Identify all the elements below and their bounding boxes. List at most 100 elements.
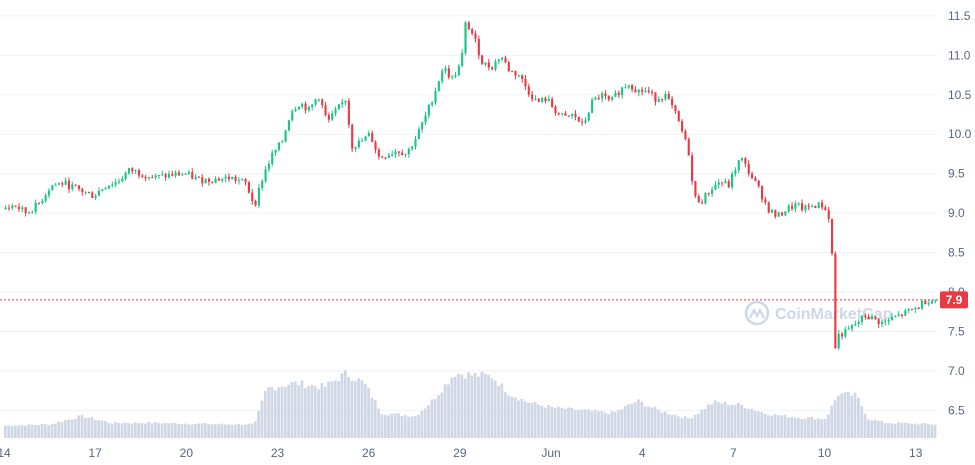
volume-bar bbox=[763, 413, 767, 438]
volume-bar bbox=[333, 380, 337, 438]
volume-bar bbox=[520, 398, 524, 438]
candle bbox=[537, 97, 540, 103]
volume-bar bbox=[683, 416, 687, 438]
volume-bar bbox=[433, 399, 437, 438]
candle-body bbox=[847, 328, 850, 330]
candle bbox=[454, 72, 457, 78]
candle bbox=[914, 306, 917, 313]
candle-body bbox=[401, 152, 404, 156]
candle-body bbox=[184, 173, 187, 175]
candle bbox=[664, 91, 667, 101]
candle-body bbox=[111, 184, 114, 186]
candle bbox=[894, 315, 897, 318]
volume-bar bbox=[393, 413, 397, 438]
volume-bar bbox=[253, 421, 257, 438]
candle bbox=[294, 106, 297, 112]
candle bbox=[4, 205, 7, 210]
candle-body bbox=[341, 102, 344, 105]
candle bbox=[564, 110, 567, 116]
candle-body bbox=[837, 333, 840, 349]
candle bbox=[681, 119, 684, 134]
volume-bar bbox=[200, 423, 204, 438]
candle bbox=[101, 189, 104, 192]
candle-body bbox=[254, 200, 257, 206]
candle-body bbox=[474, 33, 477, 39]
candle bbox=[830, 218, 834, 256]
candle bbox=[74, 184, 77, 187]
y-tick-label: 7.0 bbox=[948, 364, 965, 378]
candle-body bbox=[714, 184, 717, 190]
candle bbox=[514, 70, 517, 80]
candle bbox=[847, 325, 850, 330]
volume-bar bbox=[480, 371, 484, 438]
candle-body bbox=[724, 181, 727, 183]
candle-body bbox=[884, 321, 887, 323]
candle bbox=[927, 299, 930, 307]
volume-bar bbox=[437, 395, 440, 438]
candle bbox=[187, 169, 190, 175]
candle-body bbox=[157, 175, 161, 177]
candle-body bbox=[214, 178, 217, 183]
candle bbox=[327, 112, 330, 123]
candle bbox=[24, 206, 27, 217]
candle bbox=[51, 184, 54, 191]
candle-body bbox=[727, 181, 730, 188]
candle-body bbox=[797, 203, 800, 205]
x-tick-label: Jun bbox=[541, 446, 560, 460]
y-tick-label: 10.5 bbox=[948, 88, 972, 102]
volume-bar bbox=[70, 419, 74, 438]
candle bbox=[541, 97, 544, 104]
candle-body bbox=[534, 98, 537, 100]
candle-body bbox=[247, 182, 250, 193]
candle-body bbox=[930, 300, 934, 304]
candle bbox=[724, 178, 727, 184]
candle bbox=[364, 135, 367, 142]
candle bbox=[117, 178, 121, 185]
candle-body bbox=[774, 210, 777, 217]
volume-bar bbox=[643, 406, 647, 438]
candle bbox=[934, 299, 937, 304]
candle bbox=[91, 191, 94, 199]
candle-body bbox=[87, 191, 91, 193]
volume-bar bbox=[240, 424, 244, 438]
candle-body bbox=[571, 113, 574, 116]
candle-body bbox=[44, 195, 47, 201]
candle bbox=[651, 89, 654, 96]
candle-body bbox=[567, 115, 570, 117]
volume-bar bbox=[33, 424, 37, 438]
candle-body bbox=[747, 163, 750, 174]
candle bbox=[334, 106, 337, 117]
volume-bar bbox=[407, 416, 410, 438]
volume-bar bbox=[667, 414, 670, 438]
candle bbox=[757, 179, 760, 188]
volume-bar bbox=[187, 424, 190, 438]
candle bbox=[34, 199, 37, 215]
volume-bar bbox=[910, 424, 914, 438]
volume-bar bbox=[147, 421, 151, 438]
volume-bar bbox=[860, 406, 864, 438]
volume-bar bbox=[693, 415, 697, 438]
volume-bar bbox=[337, 381, 340, 438]
candle-body bbox=[404, 154, 407, 156]
candle bbox=[684, 129, 687, 141]
candle bbox=[244, 178, 247, 186]
grid bbox=[0, 15, 937, 411]
volume-bar bbox=[17, 425, 21, 438]
volume-bar bbox=[680, 418, 684, 438]
candle bbox=[291, 109, 294, 122]
volume-bar bbox=[580, 409, 584, 438]
volume-bar bbox=[320, 383, 324, 438]
candle-body bbox=[591, 99, 594, 113]
volume-bar bbox=[107, 422, 111, 438]
candle-body bbox=[187, 172, 190, 174]
candle bbox=[374, 140, 377, 154]
x-tick-label: 4 bbox=[639, 446, 646, 460]
candle bbox=[714, 180, 717, 191]
candle bbox=[527, 83, 530, 98]
candle-body bbox=[334, 109, 337, 114]
volume-bar bbox=[843, 392, 847, 438]
volume-bar bbox=[583, 409, 587, 438]
candle-body bbox=[77, 185, 81, 189]
